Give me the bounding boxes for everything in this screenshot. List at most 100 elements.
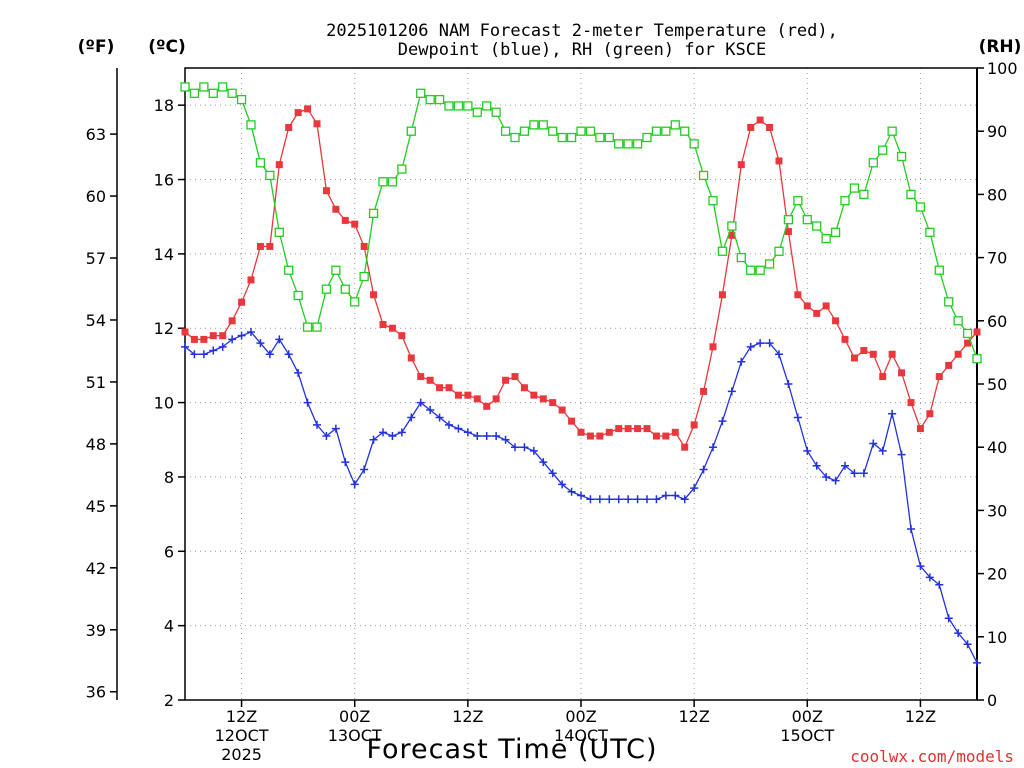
dewpoint-point	[256, 339, 265, 348]
rh-tick-label: 100	[987, 59, 1018, 78]
temperature-point	[916, 425, 924, 433]
dewpoint-point	[218, 342, 227, 351]
temperature-point	[370, 291, 378, 299]
dewpoint-point	[907, 524, 915, 533]
temperature-point	[662, 432, 670, 440]
fahrenheit-tick-label: 39	[86, 621, 106, 640]
temperature-point	[181, 328, 189, 336]
dewpoint-point	[624, 495, 633, 504]
rh-point	[576, 126, 586, 136]
dewpoint-point	[303, 398, 312, 407]
temperature-series	[181, 105, 981, 451]
rh-point	[878, 145, 888, 155]
dewpoint-point	[284, 350, 293, 359]
temperature-point	[436, 384, 444, 392]
rh-point	[962, 328, 973, 339]
rh-point	[189, 88, 200, 98]
temperature-point	[388, 324, 396, 332]
rh-point	[661, 126, 671, 136]
rh-point	[604, 132, 614, 143]
temperature-point	[549, 399, 557, 407]
temperature-point	[190, 335, 198, 343]
temperature-point	[879, 373, 887, 381]
rh-point	[783, 215, 794, 225]
fahrenheit-tick-label: 48	[86, 435, 106, 454]
rh-point	[453, 101, 464, 111]
dewpoint-series	[181, 327, 981, 667]
rh-point	[368, 208, 379, 219]
dewpoint-point	[539, 458, 548, 467]
rh-point	[265, 170, 275, 181]
rh-point	[887, 126, 897, 136]
rh-tick-label: 30	[987, 501, 1007, 520]
rh-point	[670, 120, 680, 130]
temperature-point	[964, 339, 972, 347]
temperature-point	[445, 384, 453, 392]
rh-point	[340, 284, 350, 294]
fahrenheit-unit-label: (ºF)	[78, 37, 115, 57]
temperature-point	[784, 228, 792, 236]
rh-point	[736, 252, 746, 263]
dewpoint-point	[199, 350, 208, 359]
rh-point	[868, 158, 878, 168]
rh-point	[519, 126, 530, 136]
dewpoint-point	[888, 409, 897, 418]
x-tick-date-label: 15OCT	[780, 726, 834, 745]
rh-point	[312, 322, 322, 332]
rh-point	[651, 126, 662, 136]
dewpoint-point	[360, 465, 369, 474]
rh-point	[632, 139, 643, 149]
dewpoint-point	[775, 350, 783, 359]
temperature-point	[379, 321, 387, 329]
rh-point	[557, 132, 567, 143]
dewpoint-point	[944, 614, 953, 623]
dewpoint-point	[756, 339, 765, 348]
dewpoint-point	[247, 327, 255, 336]
temperature-point	[407, 354, 415, 362]
temperature-point	[520, 384, 528, 392]
temperature-point	[671, 428, 679, 436]
rh-point	[416, 88, 426, 98]
rh-point	[849, 183, 860, 193]
dewpoint-point	[671, 491, 680, 500]
rh-point	[387, 177, 398, 187]
temperature-point	[473, 395, 481, 403]
dewpoint-point	[209, 346, 218, 355]
fahrenheit-tick-label: 36	[86, 683, 106, 702]
temperature-point	[596, 432, 604, 440]
celsius-tick-label: 16	[154, 171, 174, 190]
temperature-point	[775, 157, 783, 165]
temperature-point	[304, 105, 312, 113]
dewpoint-point	[331, 424, 340, 433]
temperature-point	[737, 161, 745, 169]
temperature-point	[926, 410, 934, 418]
dewpoint-point	[445, 420, 453, 429]
temperature-point	[709, 343, 717, 351]
temperature-point	[756, 116, 764, 124]
temperature-point	[718, 291, 726, 299]
dewpoint-point	[379, 428, 387, 437]
temperature-point	[794, 291, 802, 299]
rh-point	[830, 227, 841, 237]
x-axis-label: Forecast Time (UTC)	[366, 734, 657, 765]
x-tick-label: 12Z	[226, 707, 257, 726]
temperature-point	[266, 242, 274, 250]
dewpoint-point	[652, 495, 661, 504]
dewpoint-point	[935, 580, 944, 589]
dewpoint-point	[869, 439, 878, 448]
dewpoint-point	[831, 476, 840, 485]
temperature-point	[888, 350, 896, 358]
temperature-point	[313, 120, 321, 128]
rh-point	[227, 88, 237, 98]
rh-tick-label: 60	[987, 312, 1007, 331]
dewpoint-point	[558, 480, 567, 489]
dewpoint-point	[859, 469, 868, 478]
temperature-point	[539, 395, 547, 403]
rh-point	[500, 126, 511, 136]
rh-point	[180, 82, 190, 92]
rh-point	[463, 101, 473, 111]
rh-point	[378, 177, 388, 187]
temperature-point	[624, 425, 632, 433]
rh-point	[906, 189, 916, 200]
